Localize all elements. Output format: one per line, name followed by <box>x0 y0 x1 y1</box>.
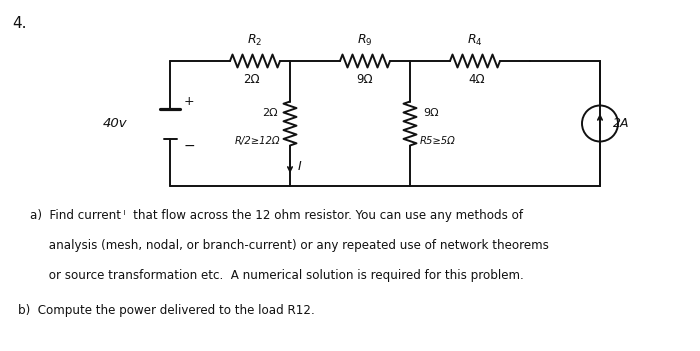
Text: b)  Compute the power delivered to the load R12.: b) Compute the power delivered to the lo… <box>18 304 315 317</box>
Text: 9Ω: 9Ω <box>423 108 439 119</box>
Text: 4.: 4. <box>12 16 27 31</box>
Text: 40v: 40v <box>103 117 127 130</box>
Text: 9Ω: 9Ω <box>357 73 373 86</box>
Text: $R_2$: $R_2$ <box>247 33 262 48</box>
Text: analysis (mesh, nodal, or branch-current) or any repeated use of network theorem: analysis (mesh, nodal, or branch-current… <box>30 239 549 252</box>
Text: +: + <box>184 95 195 108</box>
Text: R5≥5Ω: R5≥5Ω <box>420 135 456 146</box>
Text: 4Ω: 4Ω <box>469 73 485 86</box>
Text: a)  Find current ᴵ  that flow across the 12 ohm resistor. You can use any method: a) Find current ᴵ that flow across the 1… <box>30 209 523 222</box>
Text: −: − <box>184 139 195 152</box>
Text: $I$: $I$ <box>297 160 302 173</box>
Text: or source transformation etc.  A numerical solution is required for this problem: or source transformation etc. A numerica… <box>30 269 524 282</box>
Text: 2Ω: 2Ω <box>243 73 259 86</box>
Text: R/2≥12Ω: R/2≥12Ω <box>234 135 280 146</box>
Text: $R_9$: $R_9$ <box>357 33 373 48</box>
Text: 2Ω: 2Ω <box>262 108 278 119</box>
Text: 2A: 2A <box>613 117 629 130</box>
Text: $R_4$: $R_4$ <box>467 33 483 48</box>
